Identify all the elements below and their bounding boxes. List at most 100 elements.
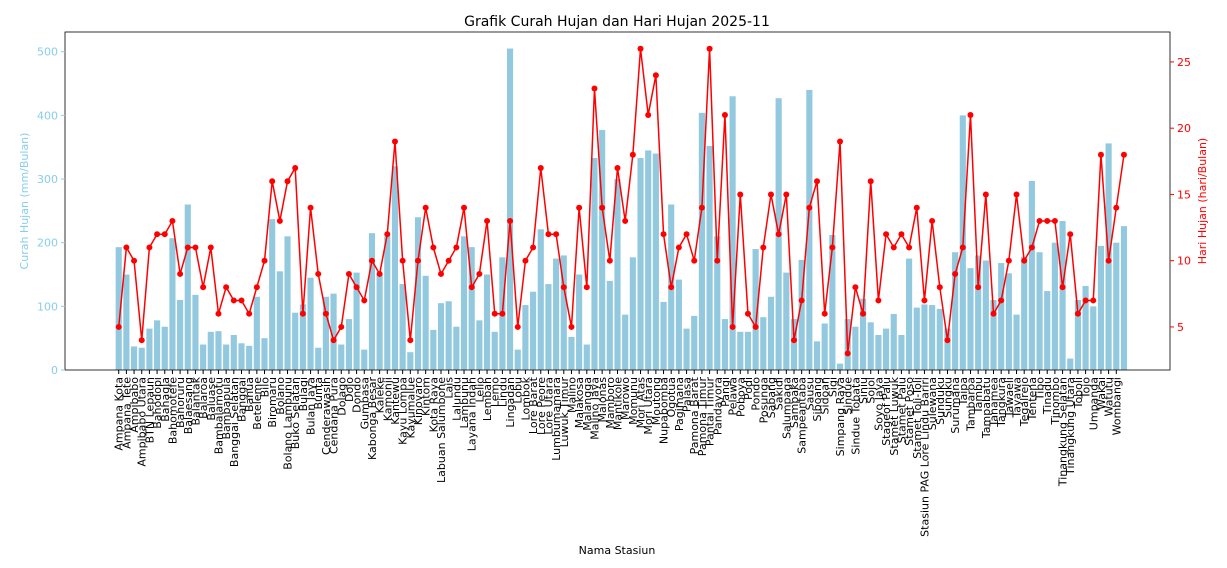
bar: [276, 271, 283, 370]
bar: [767, 296, 775, 370]
marker: [200, 284, 207, 291]
marker: [829, 244, 836, 251]
x-tick-label: Sunduku: [934, 377, 947, 425]
bar: [1059, 221, 1066, 370]
marker: [269, 178, 276, 185]
marker: [276, 217, 283, 224]
marker: [499, 310, 506, 317]
bar: [322, 296, 329, 370]
bar: [422, 275, 429, 370]
y-tick-label: 100: [37, 300, 58, 313]
marker: [576, 204, 583, 211]
bar: [606, 280, 613, 370]
bar: [115, 247, 122, 370]
bar: [522, 305, 529, 370]
x-tick-label: Sidoan: [819, 377, 832, 414]
x-tick-label: Mamboro: [604, 377, 617, 429]
x-tick-label: Bulan Jaya: [305, 377, 318, 435]
x-tick-label: Lalundu: [450, 377, 463, 421]
bar: [138, 347, 145, 370]
x-tick-label: Surumana: [949, 377, 962, 434]
marker: [883, 231, 890, 238]
x-tick-label: Bilo: [259, 377, 272, 398]
marker: [898, 231, 905, 238]
x-tick-label: Soyo Jaya: [872, 377, 885, 431]
x-tick-label: Poboya: [734, 377, 747, 417]
marker: [1090, 297, 1097, 304]
marker: [691, 257, 698, 264]
x-tick-label: Mori Atas: [635, 377, 648, 429]
x-tick-label: Bunta: [312, 377, 325, 410]
bar: [537, 229, 544, 370]
bar: [407, 352, 414, 370]
marker: [537, 164, 544, 171]
x-tick-label: Toboli: [1072, 377, 1085, 409]
marker: [821, 310, 828, 317]
x-tick-label: Bolano Lambunu: [282, 377, 295, 470]
bar: [476, 320, 483, 370]
x-tick-label: Posunga: [757, 377, 770, 423]
x-tick-label: Tampabatu: [980, 377, 993, 439]
x-tick-label: Stamet Palu: [895, 377, 908, 443]
y-axis-label: Curah Hujan (mm/Bulan): [18, 133, 31, 270]
x-tick-label: Bahodopi: [151, 377, 164, 429]
bar: [1090, 306, 1097, 370]
marker: [514, 323, 521, 330]
x-tick-label: Ampana Tete: [120, 377, 133, 449]
marker: [783, 191, 790, 198]
marker: [852, 284, 859, 291]
marker: [384, 231, 391, 238]
x-tick-label: Tibo: [1034, 377, 1047, 401]
x-tick-label: Pamona Barat: [688, 376, 701, 454]
x-tick-label: Palasa: [681, 377, 694, 412]
marker: [975, 284, 982, 291]
x-tick-label: Tanamea: [988, 377, 1001, 428]
x-tick-label: Tinangkung Utara: [1064, 377, 1077, 476]
x-tick-label: Tangkura: [995, 377, 1008, 428]
x-tick-label: Balaroa: [197, 377, 210, 419]
x-tick-label: Lindu: [496, 377, 509, 407]
bar: [307, 277, 314, 370]
x-tick-label: Lambunu: [458, 377, 471, 428]
x-tick-label: Umpanga: [1087, 377, 1100, 430]
bar: [867, 322, 874, 370]
y-tick-label: 0: [51, 364, 58, 377]
marker: [1044, 217, 1051, 224]
marker: [837, 138, 844, 145]
marker: [484, 217, 491, 224]
x-tick-label: Kinovaro: [412, 377, 425, 426]
bar: [721, 319, 728, 370]
x-tick-label: Lemo: [489, 377, 502, 407]
x-tick-label: Dondo: [351, 377, 364, 413]
bar: [622, 314, 629, 370]
marker: [1067, 231, 1074, 238]
bar: [253, 296, 260, 370]
marker: [790, 337, 797, 344]
x-tick-label: Malakosa: [573, 377, 586, 428]
bar: [583, 344, 590, 370]
bar: [353, 272, 360, 370]
marker: [599, 204, 606, 211]
bar: [1074, 299, 1081, 370]
x-tick-label: Ampana Kota: [113, 377, 126, 451]
marker: [806, 204, 813, 211]
x-tick-label: Balaesang: [182, 377, 195, 434]
bar: [790, 319, 798, 370]
marker: [737, 191, 744, 198]
marker: [652, 72, 659, 79]
bar: [1005, 273, 1012, 370]
marker: [698, 204, 705, 211]
bar: [890, 313, 897, 370]
marker: [376, 270, 383, 277]
bar: [261, 338, 268, 370]
bar: [292, 312, 299, 370]
marker: [299, 310, 306, 317]
y2-tick-label: 15: [1177, 188, 1191, 201]
marker: [744, 310, 751, 317]
marker: [1059, 284, 1066, 291]
bar: [460, 236, 468, 370]
marker: [629, 151, 636, 158]
marker: [952, 270, 959, 277]
x-tick-label: Kamonji: [381, 377, 394, 421]
marker: [238, 297, 245, 304]
